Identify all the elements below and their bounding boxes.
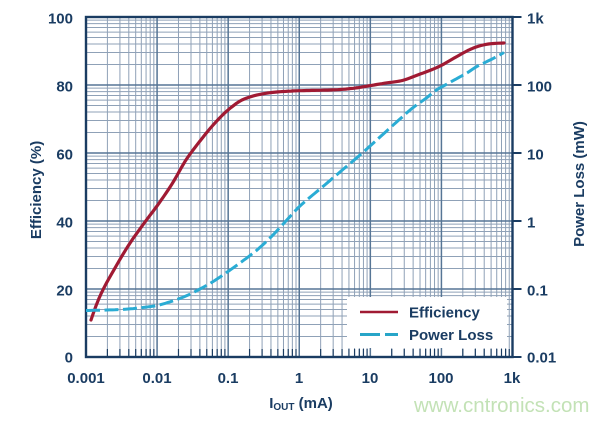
svg-text:www.cntronics.com: www.cntronics.com — [413, 394, 589, 417]
svg-text:1k: 1k — [527, 11, 544, 28]
svg-text:80: 80 — [56, 79, 73, 96]
svg-text:Power Loss (mW): Power Loss (mW) — [571, 121, 588, 247]
svg-text:20: 20 — [56, 283, 73, 300]
svg-text:Efficiency (%): Efficiency (%) — [28, 141, 45, 239]
svg-text:Power Loss: Power Loss — [409, 327, 493, 344]
svg-text:1: 1 — [295, 370, 303, 387]
svg-text:0.01: 0.01 — [142, 370, 171, 387]
svg-text:0.01: 0.01 — [527, 350, 556, 367]
svg-text:10: 10 — [527, 147, 544, 164]
svg-text:Efficiency: Efficiency — [409, 305, 481, 322]
svg-text:1: 1 — [527, 215, 535, 232]
svg-text:0.001: 0.001 — [67, 370, 105, 387]
svg-text:0: 0 — [65, 350, 73, 367]
svg-text:0.1: 0.1 — [527, 283, 548, 300]
svg-text:40: 40 — [56, 215, 73, 232]
svg-text:60: 60 — [56, 147, 73, 164]
svg-text:10: 10 — [362, 370, 379, 387]
svg-text:0.1: 0.1 — [218, 370, 239, 387]
svg-text:100: 100 — [428, 370, 453, 387]
svg-text:100: 100 — [527, 79, 552, 96]
svg-text:1k: 1k — [504, 370, 521, 387]
svg-text:100: 100 — [48, 11, 73, 28]
